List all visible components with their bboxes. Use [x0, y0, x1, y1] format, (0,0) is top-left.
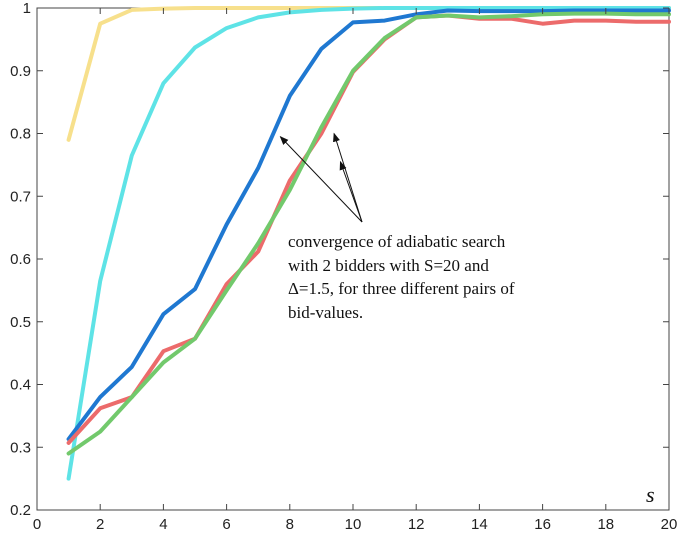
x-tick-label: 0 [33, 516, 41, 533]
ticks-layer: 0 2 4 6 8 10 12 14 16 18 20 0.2 0.3 0.4 0.5 0.6 0.7 0.8 0.… [10, 0, 677, 533]
x-tick-label: 18 [597, 516, 614, 533]
series-line-5 [66, 11, 671, 456]
y-tick-label: 0.2 [10, 502, 31, 519]
annotation-line: Δ=1.5, for three different pairs of [288, 279, 515, 298]
series-line-2 [66, 6, 671, 481]
annotation-arrow [279, 135, 363, 223]
y-tick-label: 0.5 [10, 314, 31, 331]
annotation-line: bid-values. [288, 303, 363, 322]
y-tick-label: 1 [23, 0, 31, 17]
x-axis-label: s [646, 482, 655, 507]
annotation-arrow [339, 160, 363, 223]
series-layer [66, 6, 671, 481]
series-line-3 [66, 8, 671, 442]
x-tick-label: 12 [408, 516, 425, 533]
y-tick-label: 0.6 [10, 251, 31, 268]
x-tick-label: 16 [534, 516, 551, 533]
annotation: convergence of adiabatic search with 2 bi… [279, 132, 515, 322]
annotation-line: convergence of adiabatic search [288, 232, 506, 251]
y-tick-label: 0.7 [10, 188, 31, 205]
x-tick-label: 10 [345, 516, 362, 533]
annotation-line: with 2 bidders with S=20 and [288, 256, 489, 275]
y-tick-label: 0.8 [10, 126, 31, 143]
x-tick-label: 2 [96, 516, 104, 533]
x-tick-label: 8 [286, 516, 294, 533]
x-tick-label: 6 [222, 516, 230, 533]
annotation-arrow [333, 132, 363, 223]
y-tick-label: 0.4 [10, 377, 31, 394]
y-tick-label: 0.9 [10, 63, 31, 80]
y-tick-label: 0.3 [10, 439, 31, 456]
x-tick-label: 14 [471, 516, 488, 533]
plot-area [36, 7, 670, 511]
x-tick-label: 20 [661, 516, 678, 533]
x-tick-label: 4 [159, 516, 167, 533]
